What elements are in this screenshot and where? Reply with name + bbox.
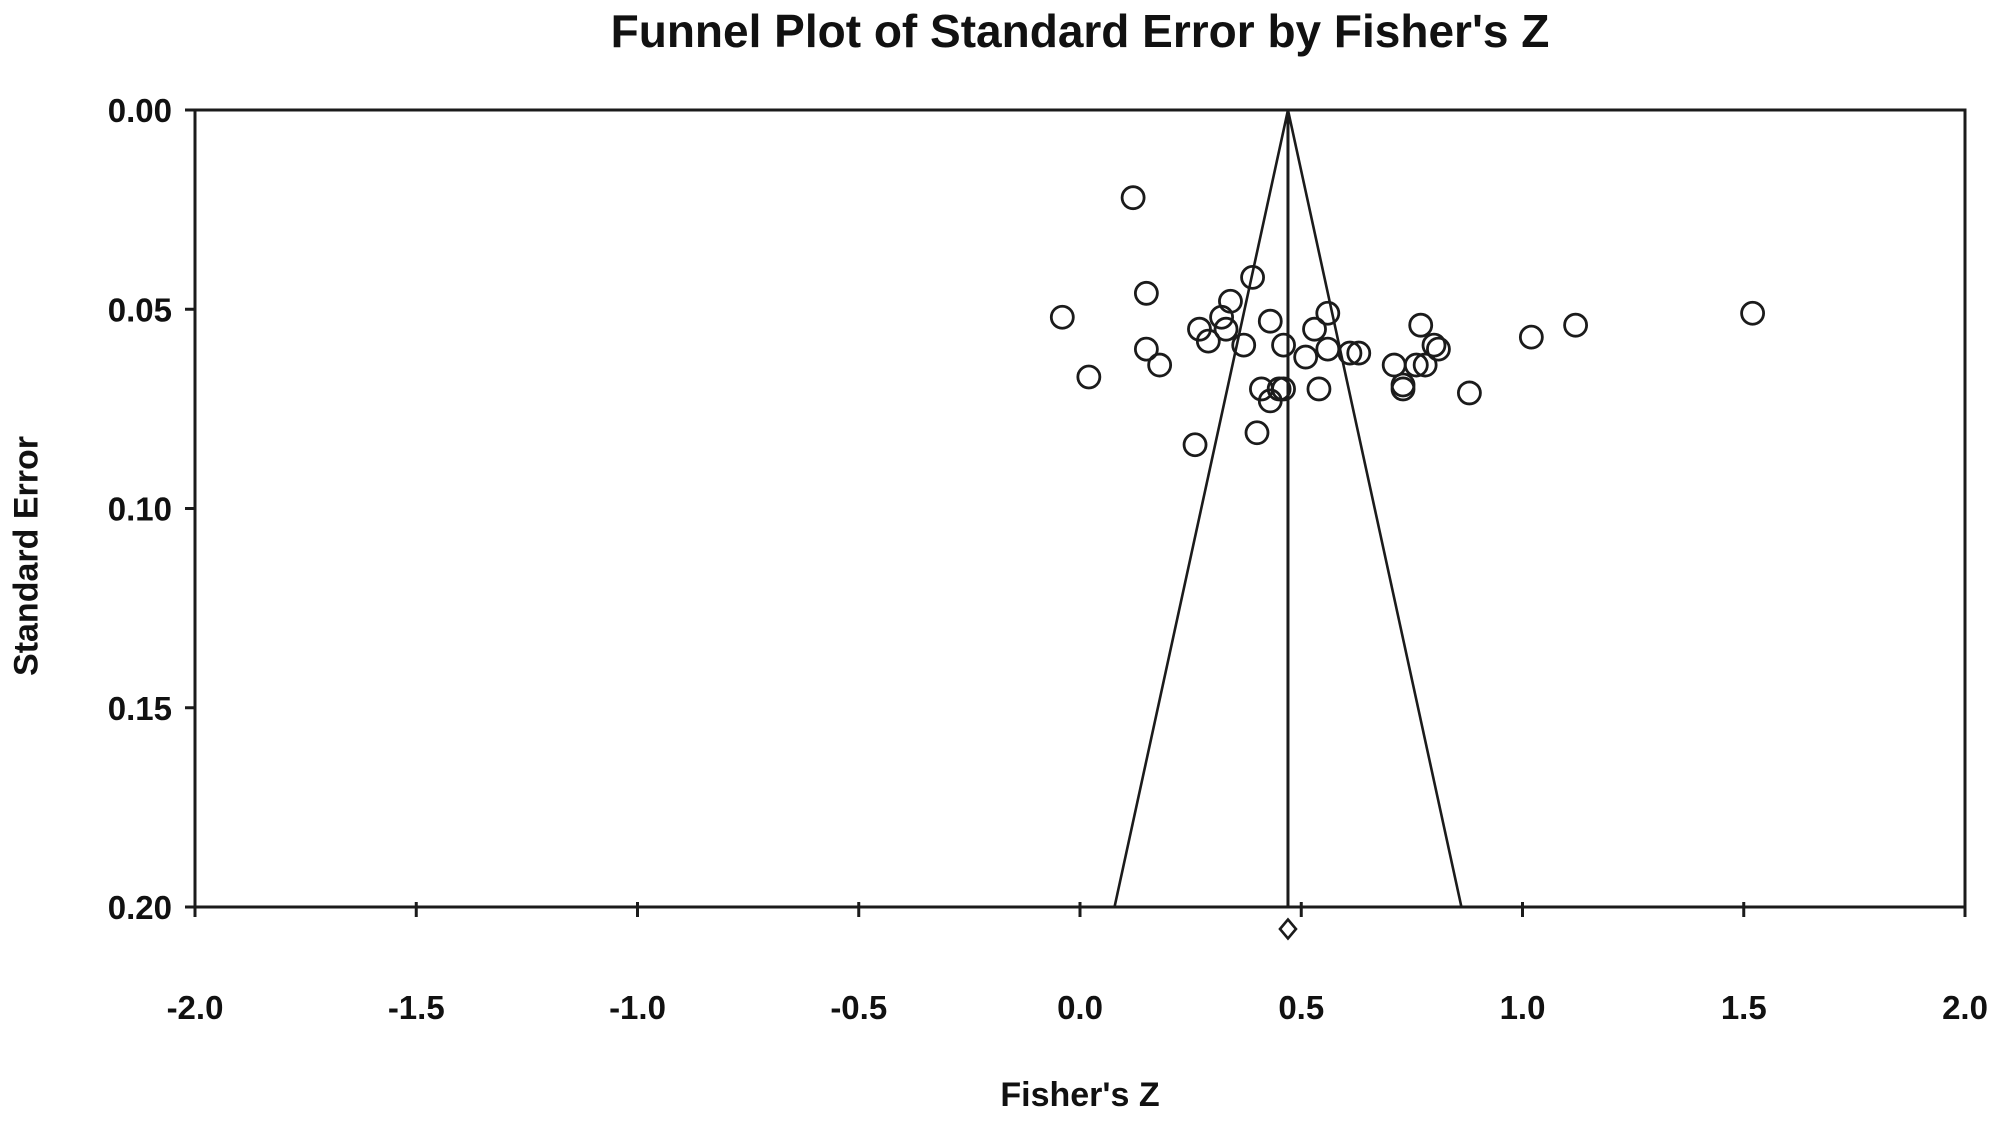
data-point-circle xyxy=(1302,316,1327,342)
x-axis-tick-label: 2.0 xyxy=(1942,989,1988,1026)
funnel-right-limit-line xyxy=(1286,109,1463,908)
data-point-circle xyxy=(1240,264,1265,290)
data-point-circle xyxy=(1306,376,1332,402)
data-point-circle xyxy=(1209,304,1234,330)
data-point-circle xyxy=(1412,352,1438,378)
y-axis-tick-label: 0.15 xyxy=(108,690,172,727)
data-point-circle xyxy=(1133,336,1159,362)
data-point-circle xyxy=(1293,344,1319,370)
data-point-circle xyxy=(1426,336,1451,362)
data-point-circle xyxy=(1457,380,1482,406)
data-point-circle xyxy=(1421,332,1447,358)
data-point-circle xyxy=(1231,332,1257,358)
x-axis-tick-label: -0.5 xyxy=(830,989,887,1026)
data-point-circle xyxy=(1403,352,1429,378)
data-point-circle xyxy=(1182,432,1208,458)
y-axis-tick-label: 0.00 xyxy=(108,92,172,129)
y-axis-tick-label: 0.10 xyxy=(108,491,172,528)
funnel-left-limit-line xyxy=(1113,109,1290,908)
data-point-circle xyxy=(1133,280,1159,306)
data-point-circle xyxy=(1390,376,1416,402)
x-axis-tick-label: 1.5 xyxy=(1721,989,1767,1026)
data-point-circle xyxy=(1213,316,1239,342)
data-point-circle xyxy=(1740,300,1765,326)
data-point-circle xyxy=(1563,312,1588,338)
data-point-circle xyxy=(1346,340,1372,366)
data-point-circle xyxy=(1315,336,1341,362)
x-axis-tick-label: -2.0 xyxy=(167,989,224,1026)
plot-border xyxy=(193,108,1967,909)
data-point-circle xyxy=(1337,340,1363,366)
x-axis-title: Fisher's Z xyxy=(1000,1076,1160,1114)
x-axis-tick-label: -1.5 xyxy=(388,989,445,1026)
data-point-circle xyxy=(1120,185,1146,211)
data-point-circle xyxy=(1147,352,1173,378)
data-point-circle xyxy=(1076,364,1102,390)
chart-title: Funnel Plot of Standard Error by Fisher'… xyxy=(610,5,1550,57)
data-point-circle xyxy=(1518,324,1544,350)
data-point-circle xyxy=(1408,312,1434,338)
x-axis-tick-label: 0.5 xyxy=(1278,989,1324,1026)
y-axis-tick-label: 0.05 xyxy=(108,291,172,328)
data-point-circle xyxy=(1049,304,1075,330)
x-axis-tick-label: -1.0 xyxy=(609,989,666,1026)
data-point-circle xyxy=(1195,328,1221,354)
x-axis-tick-label: 0.0 xyxy=(1057,989,1103,1026)
x-axis-tick-label: 1.0 xyxy=(1500,989,1546,1026)
summary-effect-diamond xyxy=(1278,917,1298,941)
data-point-circle xyxy=(1315,300,1341,326)
data-point-circle xyxy=(1271,376,1296,402)
data-point-circle xyxy=(1244,420,1270,446)
data-point-circle xyxy=(1257,308,1283,334)
y-axis-tick-label: 0.20 xyxy=(108,889,172,926)
data-point-circle xyxy=(1271,332,1296,358)
